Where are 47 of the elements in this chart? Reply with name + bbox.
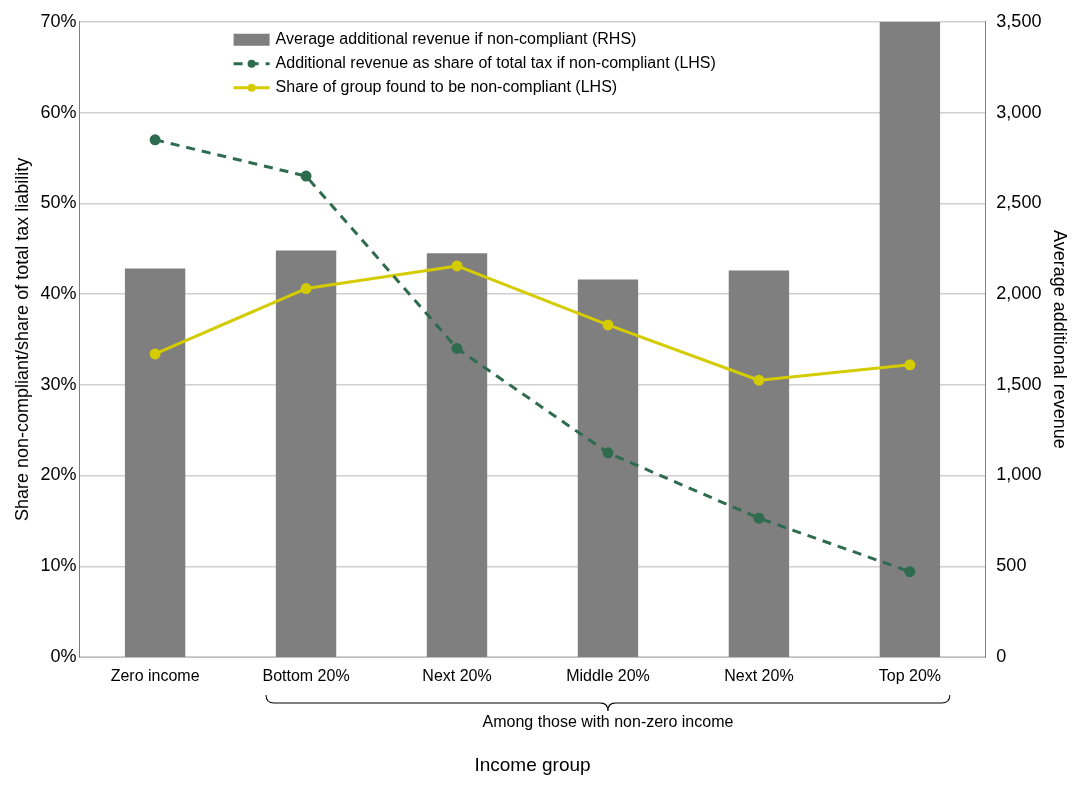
legend-label: Additional revenue as share of total tax if non-compliant (LHS) [275, 54, 716, 72]
point [753, 512, 765, 524]
y2-axis-title: Average additional revenue [1050, 229, 1071, 449]
legend-label: Average additional revenue if non-compliant (RHS) [275, 30, 637, 48]
y2-tick-label: 3,500 [996, 10, 1042, 31]
bar [275, 250, 337, 657]
y2-tick-label: 500 [996, 555, 1027, 576]
point [602, 319, 614, 331]
y-tick-label: 0% [50, 645, 77, 666]
y2-tick-label: 3,000 [996, 101, 1042, 122]
y2-tick-label: 2,000 [996, 283, 1042, 303]
y2-tick-label: 1,500 [996, 373, 1042, 394]
x-tick-label: Zero income [110, 667, 200, 685]
bar [426, 253, 488, 657]
legend-label: Share of group found to be non-compliant (LHS) [275, 78, 618, 96]
x-tick-label: Middle 20% [566, 667, 650, 685]
point [300, 170, 312, 182]
y-tick-label: 60% [40, 101, 77, 122]
x-axis-title: Income group [474, 753, 591, 775]
point [904, 566, 916, 578]
bar [124, 268, 186, 657]
x-tick-label: Next 20% [724, 667, 794, 685]
x-tick-label: Bottom 20% [262, 667, 350, 685]
y-tick-label: 10% [40, 555, 77, 576]
bar [879, 21, 941, 657]
x-tick-label: Next 20% [422, 667, 492, 685]
point [149, 134, 161, 146]
x-tick-label: Top 20% [878, 667, 942, 685]
y-tick-label: 70% [40, 10, 77, 31]
y-tick-label: 30% [40, 373, 77, 394]
point [753, 374, 765, 386]
y2-tick-label: 1,000 [996, 464, 1042, 485]
y-tick-label: 50% [40, 192, 77, 213]
text: Among those with non-zero income [482, 713, 734, 731]
point [904, 359, 916, 371]
point [602, 447, 614, 459]
point [149, 348, 161, 360]
bar [728, 270, 790, 657]
y-tick-label: 20% [40, 464, 77, 485]
y-tick-label: 40% [40, 283, 77, 303]
y2-tick-label: 2,500 [996, 192, 1042, 213]
point [451, 342, 463, 354]
y2-tick-label: 0 [996, 645, 1007, 666]
bar [577, 279, 639, 657]
point [451, 260, 463, 272]
point [300, 283, 312, 295]
y-axis-title: Share non-compliant/share of total tax liability [11, 157, 32, 521]
